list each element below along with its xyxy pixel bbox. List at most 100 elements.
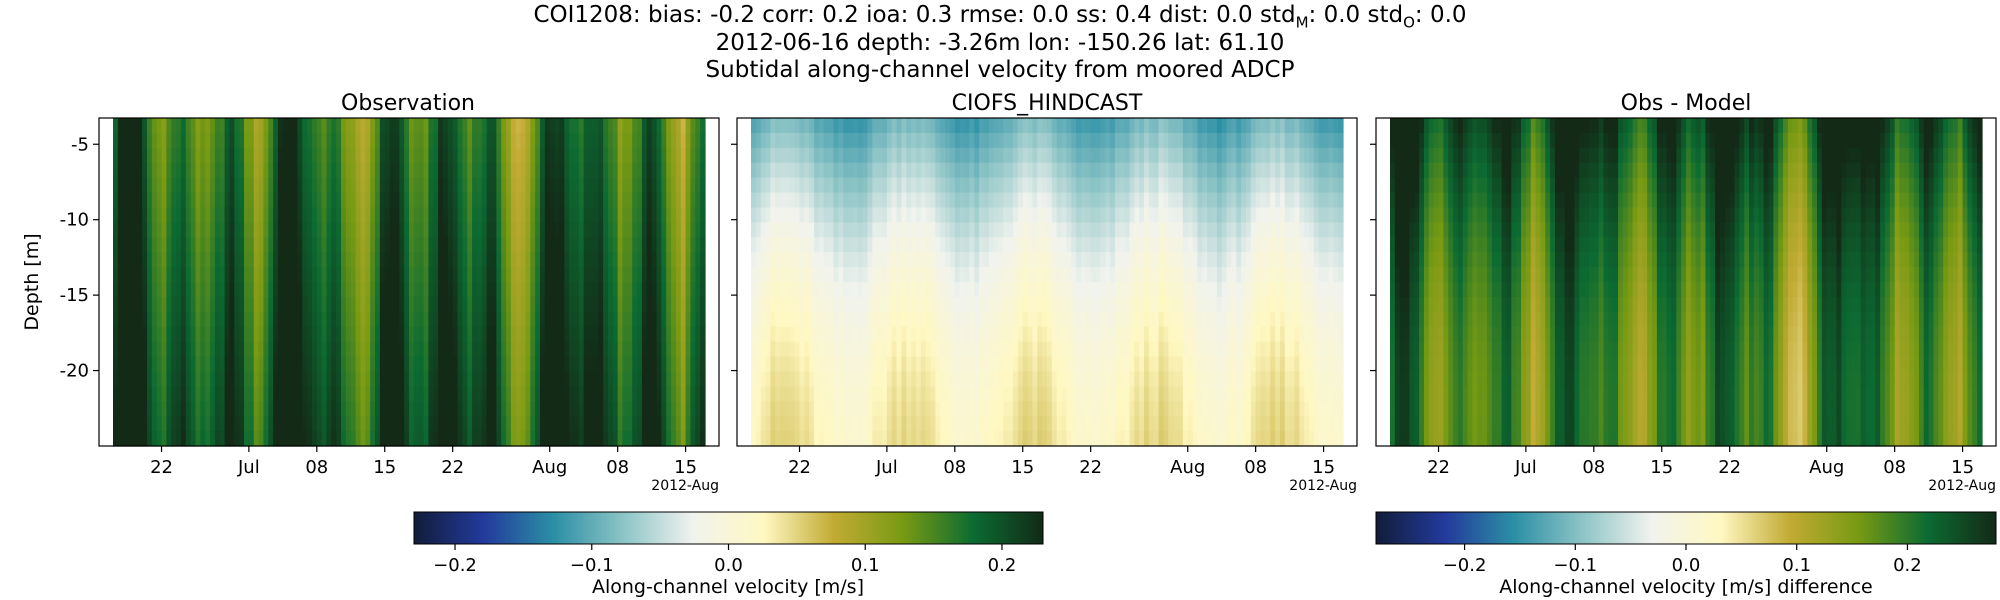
heat-cell	[949, 132, 956, 149]
heat-cell	[1211, 296, 1218, 313]
heat-cell	[1173, 192, 1179, 209]
heat-cell	[1207, 147, 1213, 164]
heat-cell	[195, 341, 201, 358]
heat-cell	[341, 341, 347, 358]
heat-cell	[219, 431, 226, 447]
heat-cell	[166, 326, 172, 343]
heat-cell	[1056, 416, 1063, 432]
heat-cell	[1148, 311, 1155, 328]
heat-cell	[515, 371, 522, 387]
heat-cell	[974, 311, 980, 328]
heat-cell	[1090, 147, 1097, 164]
heat-cell	[360, 431, 366, 447]
heat-cell	[442, 132, 449, 149]
heat-cell	[945, 386, 951, 402]
heat-cell	[632, 371, 638, 387]
heat-cell	[234, 311, 240, 328]
heat-cell	[331, 192, 337, 209]
heat-cell	[1071, 118, 1077, 134]
heat-cell	[1178, 356, 1184, 373]
heat-cell	[1163, 162, 1169, 179]
heat-cell	[355, 401, 362, 417]
heat-cell	[593, 237, 599, 253]
heat-cell	[1080, 222, 1087, 238]
heat-cell	[1163, 207, 1169, 223]
heat-cell	[127, 118, 134, 134]
heat-cell	[862, 416, 869, 432]
heat-cell	[467, 326, 473, 343]
heat-cell	[1066, 207, 1072, 223]
heat-cell	[1144, 162, 1150, 179]
heat-cell	[1173, 416, 1179, 432]
heat-cell	[302, 237, 308, 253]
heat-cell	[760, 192, 767, 209]
heat-cell	[234, 177, 240, 194]
heat-cell	[433, 326, 439, 343]
heat-cell	[409, 386, 415, 402]
heat-cell	[506, 401, 512, 417]
heat-cell	[1061, 162, 1068, 179]
heat-cell	[321, 132, 328, 149]
heat-cell	[1134, 132, 1140, 149]
heat-cell	[239, 311, 245, 328]
heat-cell	[911, 416, 917, 432]
heat-cell	[1182, 252, 1189, 268]
heat-cell	[210, 356, 216, 373]
heat-cell	[848, 401, 854, 417]
heat-cell	[964, 416, 970, 432]
heat-cell	[598, 311, 604, 328]
heat-cell	[277, 282, 284, 298]
heat-cell	[1153, 192, 1160, 209]
heat-cell	[292, 371, 298, 387]
heat-cell	[525, 341, 531, 358]
heat-cell	[569, 311, 575, 328]
heat-cell	[983, 222, 990, 238]
heat-cell	[413, 401, 420, 417]
heat-cell	[132, 341, 138, 358]
heat-cell	[1216, 147, 1223, 164]
heat-cell	[486, 341, 493, 358]
heat-cell	[146, 296, 153, 313]
heat-cell	[525, 431, 531, 447]
heat-cell	[666, 356, 672, 373]
heat-cell	[113, 416, 119, 432]
heat-cell	[375, 267, 381, 283]
heat-cell	[862, 326, 869, 343]
heat-cell	[248, 237, 255, 253]
heat-cell	[857, 326, 864, 343]
heat-cell	[1051, 296, 1058, 313]
heat-cell	[998, 296, 1004, 313]
heat-cell	[593, 207, 599, 223]
heat-cell	[690, 237, 696, 253]
heat-cell	[544, 311, 551, 328]
heat-cell	[828, 416, 835, 432]
heat-cell	[646, 267, 653, 283]
heat-cell	[983, 296, 990, 313]
heat-cell	[993, 192, 1000, 209]
heat-cell	[1158, 326, 1165, 343]
heat-cell	[789, 282, 796, 298]
heat-cell	[755, 386, 762, 402]
heat-cell	[804, 311, 810, 328]
heat-cell	[1003, 147, 1009, 164]
heat-cell	[838, 416, 844, 432]
heat-cell	[838, 177, 844, 194]
heat-cell	[632, 416, 638, 432]
heat-cell	[1245, 356, 1252, 373]
heat-cell	[833, 371, 839, 387]
heat-cell	[983, 311, 990, 328]
heat-cell	[872, 147, 878, 164]
heat-cell	[375, 326, 381, 343]
heat-cell	[1080, 132, 1087, 149]
heat-cell	[1231, 296, 1237, 313]
heat-cell	[1202, 371, 1208, 387]
heat-cell	[219, 386, 226, 402]
heat-cell	[156, 401, 163, 417]
heat-cell	[190, 371, 197, 387]
heat-cell	[685, 386, 692, 402]
heat-cell	[925, 118, 932, 134]
heat-cell	[780, 282, 786, 298]
heat-cell	[901, 282, 907, 298]
heat-cell	[1236, 222, 1242, 238]
heat-cell	[224, 267, 231, 283]
